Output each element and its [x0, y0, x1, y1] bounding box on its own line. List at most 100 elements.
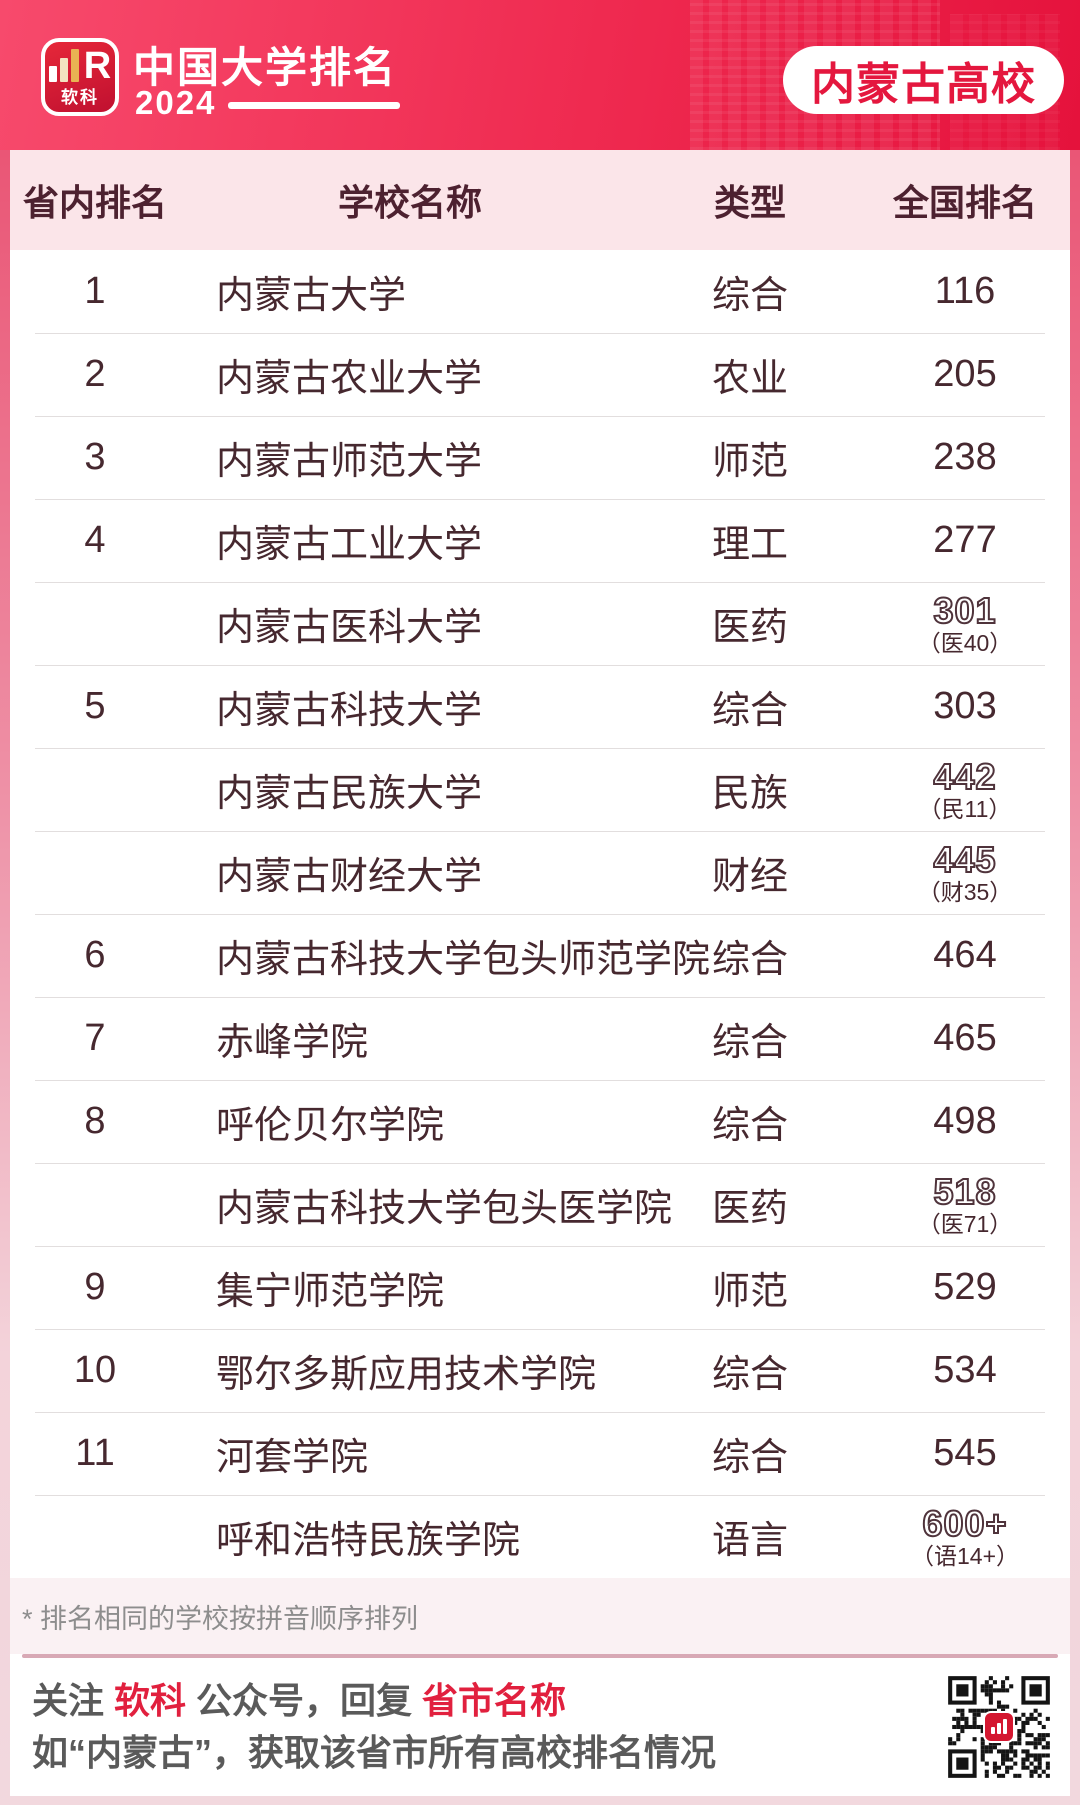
- national-subrank-note: （医40）: [917, 630, 1013, 657]
- school-name-cell: 内蒙古工业大学: [216, 524, 483, 566]
- table-row: 9 集宁师范学院 师范 529: [10, 1246, 1070, 1329]
- table-row: 内蒙古医科大学 医药 301 （医40）: [10, 582, 1070, 665]
- national-rank-value: 205: [933, 352, 997, 395]
- national-rank-value: 445: [932, 838, 997, 880]
- table-row: 3 内蒙古师范大学 师范 238: [10, 416, 1070, 499]
- school-type-cell: 综合: [711, 1437, 788, 1479]
- school-type-cell: 师范: [711, 441, 788, 483]
- page-title: 中国大学排名: [133, 44, 398, 91]
- school-name-cell: 内蒙古大学: [216, 275, 407, 317]
- province-rank-cell: 9: [84, 1266, 106, 1308]
- province-rank-cell: 3: [84, 436, 106, 478]
- national-rank-cell: 301 （医40）: [860, 589, 1070, 657]
- school-type-cell: 医药: [711, 1188, 788, 1230]
- national-rank-cell: 277: [860, 520, 1070, 561]
- footer-middle: 公众号，回复: [186, 1680, 423, 1721]
- school-name-cell: 内蒙古医科大学: [216, 607, 483, 649]
- school-name-cell: 内蒙古财经大学: [216, 856, 483, 898]
- national-rank-value: 301: [932, 589, 997, 631]
- table-body: 1 内蒙古大学 综合 116 2 内蒙古农业大学 农业 205 3 内蒙古师范大学 师范 238 4 内蒙…: [10, 250, 1070, 1578]
- national-rank-cell: 529: [860, 1267, 1070, 1308]
- national-rank-value: 600+: [921, 1502, 1008, 1544]
- table-row: 内蒙古财经大学 财经 445 （财35）: [10, 831, 1070, 914]
- ranking-table: 省内排名 学校名称 类型 全国排名 1 内蒙古大学 综合 116 2 内蒙古农业大学 农业 2…: [10, 150, 1070, 1796]
- national-rank-value: 534: [933, 1348, 997, 1391]
- school-name-cell: 内蒙古民族大学: [216, 773, 483, 815]
- national-subrank-note: （民11）: [918, 796, 1012, 823]
- school-type-cell: 医药: [711, 607, 788, 649]
- title-underline: [228, 101, 401, 109]
- table-row: 内蒙古科技大学包头医学院 医药 518 （医71）: [10, 1163, 1070, 1246]
- national-rank-value: 498: [933, 1099, 997, 1142]
- national-rank-cell: 498: [860, 1099, 1070, 1142]
- province-rank-cell: 6: [84, 934, 106, 976]
- school-name-cell: 赤峰学院: [216, 1022, 369, 1064]
- table-row: 11 河套学院 综合 545: [10, 1412, 1070, 1495]
- table-row: 4 内蒙古工业大学 理工 277: [10, 499, 1070, 582]
- col-type: 类型: [713, 182, 786, 223]
- qr-pattern: [940, 1668, 1058, 1786]
- national-rank-value: 464: [933, 933, 997, 976]
- national-rank-value: 116: [934, 269, 996, 312]
- table-row: 1 内蒙古大学 综合 116: [10, 250, 1070, 333]
- brand-name: 软科: [114, 1680, 187, 1721]
- table-row: 6 内蒙古科技大学包头师范学院 综合 464: [10, 914, 1070, 997]
- table-row: 5 内蒙古科技大学 综合 303: [10, 665, 1070, 748]
- header: R 软科 中国大学排名 2024 内蒙古高校: [0, 0, 1080, 150]
- province-rank-cell: 2: [84, 353, 106, 395]
- logo-r-mark: R: [83, 44, 112, 87]
- school-name-cell: 内蒙古科技大学: [216, 690, 483, 732]
- school-type-cell: 综合: [711, 939, 788, 981]
- logo-brand-text: 软科: [61, 88, 99, 107]
- school-name-cell: 内蒙古科技大学包头师范学院: [216, 939, 711, 981]
- footer-follow: 关注: [32, 1680, 115, 1721]
- school-type-cell: 财经: [711, 856, 788, 898]
- school-name-cell: 河套学院: [216, 1437, 369, 1479]
- school-type-cell: 综合: [711, 1354, 788, 1396]
- school-name-cell: 内蒙古科技大学包头医学院: [216, 1188, 673, 1230]
- national-rank-value: 465: [933, 1016, 997, 1059]
- table-row: 10 鄂尔多斯应用技术学院 综合 534: [10, 1329, 1070, 1412]
- school-type-cell: 综合: [711, 690, 788, 732]
- table-row: 内蒙古民族大学 民族 442 （民11）: [10, 748, 1070, 831]
- school-name-cell: 呼伦贝尔学院: [216, 1105, 445, 1147]
- national-rank-value: 442: [932, 755, 997, 797]
- province-rank-cell: 5: [84, 685, 106, 727]
- province-rank-cell: 11: [75, 1432, 115, 1474]
- national-rank-value: 545: [933, 1431, 997, 1474]
- table-row: 7 赤峰学院 综合 465: [10, 997, 1070, 1080]
- footer-line1: 关注 软科 公众号，回复 省市名称: [32, 1683, 716, 1719]
- school-name-cell: 呼和浩特民族学院: [216, 1520, 521, 1562]
- national-rank-cell: 442 （民11）: [860, 755, 1070, 823]
- footer-line2: 如“内蒙古”，获取该省市所有高校排名情况: [32, 1732, 717, 1773]
- school-type-cell: 语言: [711, 1520, 788, 1562]
- school-type-cell: 综合: [711, 1105, 788, 1147]
- year-label: 2024: [135, 84, 217, 121]
- shanghairanking-logo: R 软科: [41, 38, 119, 116]
- school-type-cell: 理工: [711, 524, 788, 566]
- province-rank-cell: 7: [84, 1017, 106, 1059]
- school-type-cell: 师范: [711, 1271, 788, 1313]
- national-subrank-note: （财35）: [917, 879, 1013, 906]
- col-national-rank: 全国排名: [892, 182, 1037, 223]
- national-rank-cell: 116: [860, 269, 1070, 312]
- national-rank-cell: 600+ （语14+）: [860, 1502, 1070, 1570]
- school-type-cell: 综合: [711, 275, 788, 317]
- school-name-cell: 集宁师范学院: [216, 1271, 445, 1313]
- table-row: 2 内蒙古农业大学 农业 205: [10, 333, 1070, 416]
- national-rank-cell: 445 （财35）: [860, 838, 1070, 906]
- national-rank-value: 238: [933, 435, 997, 478]
- national-rank-value: 518: [932, 1170, 997, 1212]
- footer-text: 关注 软科 公众号，回复 省市名称 如“内蒙古”，获取该省市所有高校排名情况: [32, 1683, 716, 1771]
- school-name-cell: 鄂尔多斯应用技术学院: [216, 1354, 597, 1396]
- col-school-name: 学校名称: [337, 182, 482, 223]
- national-rank-cell: 238: [860, 435, 1070, 478]
- footer-keyword: 省市名称: [422, 1680, 567, 1721]
- national-subrank-note: （语14+）: [910, 1543, 1019, 1570]
- province-rank-cell: 1: [84, 270, 106, 312]
- school-name-cell: 内蒙古师范大学: [216, 441, 483, 483]
- table-row: 呼和浩特民族学院 语言 600+ （语14+）: [10, 1495, 1070, 1578]
- table-header-row: 省内排名 学校名称 类型 全国排名: [10, 150, 1070, 250]
- national-rank-cell: 518 （医71）: [860, 1170, 1070, 1236]
- col-province-rank: 省内排名: [22, 182, 167, 223]
